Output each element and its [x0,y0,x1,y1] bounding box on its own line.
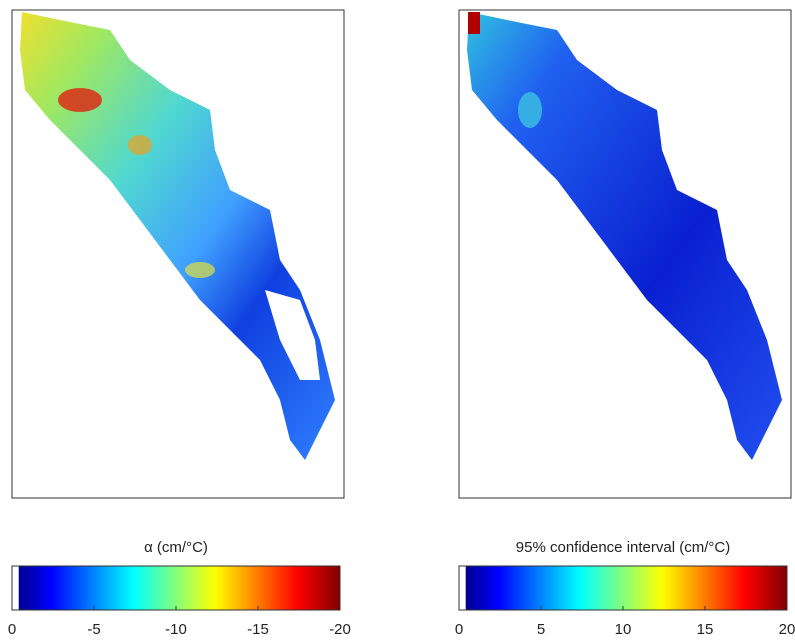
tick-label: -15 [247,621,269,638]
colorbar [11,565,341,611]
tick-label: 0 [455,621,463,638]
tick-label: 20 [779,621,795,638]
tick-label: 15 [697,621,714,638]
tick-label: -5 [87,621,100,638]
colorbar-label: α (cm/°C) [144,539,208,556]
map-alpha [20,12,335,460]
tick-label: -10 [165,621,187,638]
colorbar-label: 95% confidence interval (cm/°C) [516,539,730,556]
tick-label: -20 [329,621,351,638]
tick-label: 5 [537,621,545,638]
tick-label: 10 [615,621,632,638]
tick-label: 0 [8,621,16,638]
colorbar [458,565,788,611]
map-confidence [467,12,782,460]
